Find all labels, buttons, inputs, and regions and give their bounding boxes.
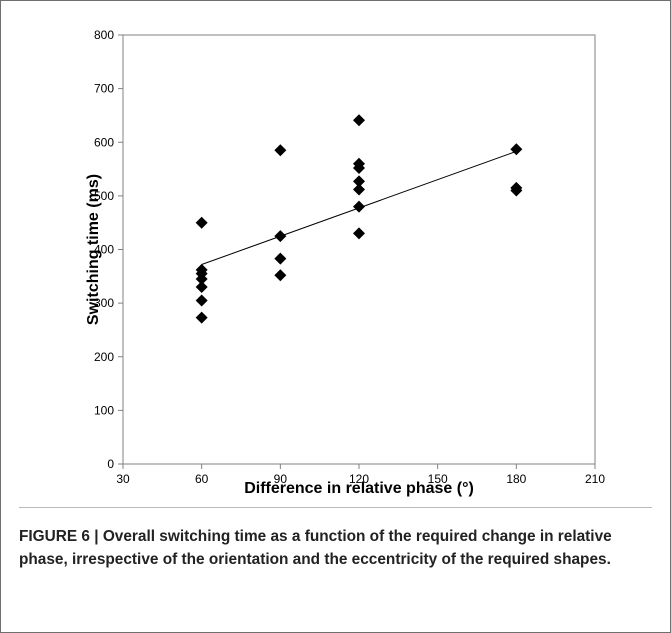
x-tick-label: 60 — [195, 472, 209, 486]
y-tick-label: 0 — [107, 457, 114, 471]
x-axis-label: Difference in relative phase (°) — [244, 480, 474, 497]
data-point — [510, 143, 523, 156]
y-tick-label: 200 — [94, 350, 114, 364]
data-point — [274, 269, 287, 282]
data-point — [353, 114, 365, 127]
data-point — [195, 294, 208, 307]
x-tick-label: 180 — [506, 472, 526, 486]
data-point — [353, 183, 365, 196]
y-tick-label: 300 — [94, 296, 114, 310]
y-axis-label: Switching time (ms) — [85, 174, 102, 325]
caption-divider — [19, 507, 652, 508]
scatter-chart: 0 100 200 300 400 500 600 700 800 30 60 90 120 150 180… — [85, 28, 605, 497]
x-tick-label: 210 — [585, 472, 605, 486]
data-point — [195, 216, 208, 229]
data-point — [353, 161, 365, 174]
figure-caption: FIGURE 6 | Overall switching time as a f… — [19, 528, 612, 568]
data-point — [195, 281, 208, 294]
plot-frame — [122, 34, 596, 465]
data-point — [274, 252, 287, 265]
data-point — [353, 175, 365, 188]
y-tick-label: 600 — [94, 135, 114, 149]
y-tick-label: 800 — [94, 28, 114, 42]
data-point — [274, 230, 287, 243]
y-tick-label: 400 — [94, 243, 114, 257]
y-tick-label: 700 — [94, 82, 114, 96]
x-tick-label: 30 — [116, 472, 130, 486]
data-point — [510, 184, 523, 197]
data-point — [353, 227, 365, 240]
data-point — [195, 311, 208, 324]
data-point — [353, 200, 365, 213]
data-point — [274, 144, 287, 157]
x-tick-label: 90 — [274, 472, 288, 486]
y-tick-label: 500 — [94, 189, 114, 203]
x-tick-label: 150 — [428, 472, 448, 486]
y-tick-label: 100 — [94, 403, 114, 417]
x-tick-label: 120 — [349, 472, 369, 486]
plot-area: 0 100 200 300 400 500 600 700 800 30 60 90 120 150 180… — [85, 28, 605, 497]
data-point — [195, 272, 208, 285]
